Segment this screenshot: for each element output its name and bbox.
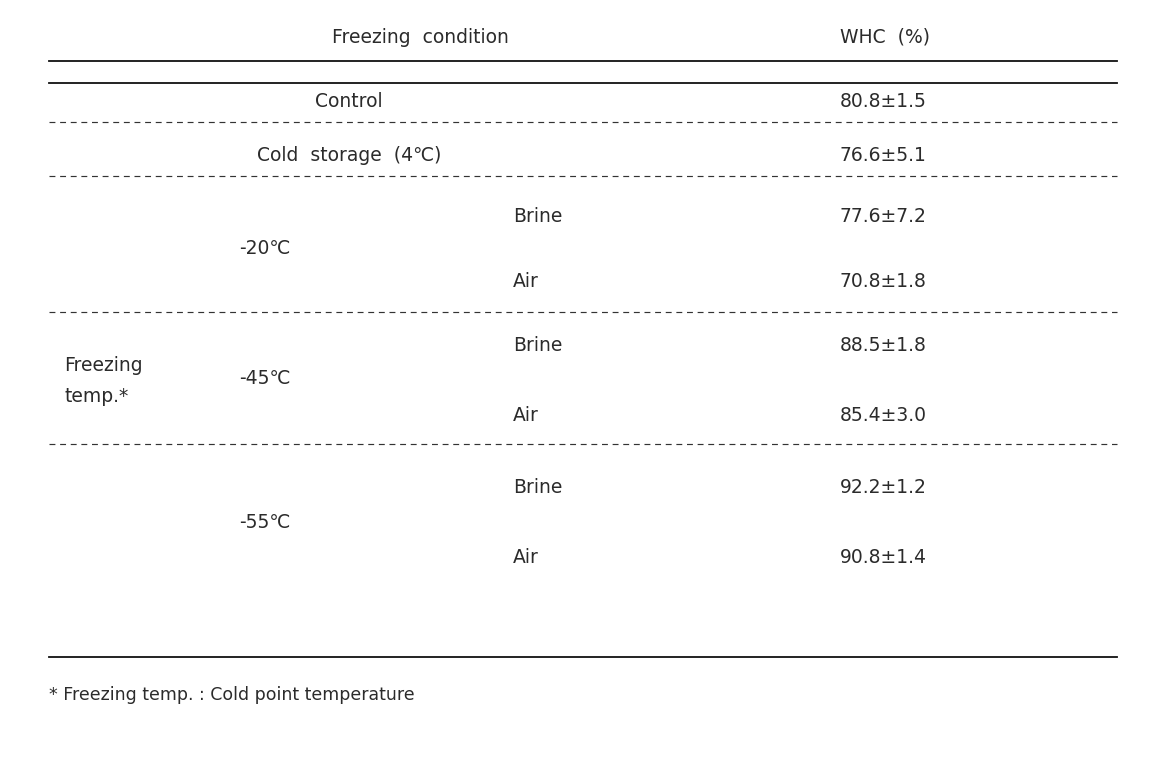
Text: Control: Control bbox=[315, 92, 382, 110]
Text: Brine: Brine bbox=[513, 479, 562, 497]
Text: * Freezing temp. : Cold point temperature: * Freezing temp. : Cold point temperatur… bbox=[49, 686, 415, 705]
Text: Freezing  condition: Freezing condition bbox=[332, 28, 510, 47]
Text: 85.4±3.0: 85.4±3.0 bbox=[840, 406, 927, 425]
Text: WHC  (%): WHC (%) bbox=[840, 28, 929, 47]
Text: 90.8±1.4: 90.8±1.4 bbox=[840, 549, 927, 567]
Text: 80.8±1.5: 80.8±1.5 bbox=[840, 92, 927, 110]
Text: 92.2±1.2: 92.2±1.2 bbox=[840, 479, 927, 497]
Text: -45℃: -45℃ bbox=[239, 369, 290, 388]
Text: Air: Air bbox=[513, 549, 539, 567]
Text: 77.6±7.2: 77.6±7.2 bbox=[840, 207, 927, 225]
Text: Brine: Brine bbox=[513, 207, 562, 225]
Text: 70.8±1.8: 70.8±1.8 bbox=[840, 272, 927, 291]
Text: Freezing: Freezing bbox=[64, 356, 142, 375]
Text: -55℃: -55℃ bbox=[239, 513, 290, 531]
Text: 76.6±5.1: 76.6±5.1 bbox=[840, 146, 927, 165]
Text: Cold  storage  (4℃): Cold storage (4℃) bbox=[257, 146, 441, 165]
Text: Air: Air bbox=[513, 406, 539, 425]
Text: -20℃: -20℃ bbox=[239, 239, 290, 258]
Text: Air: Air bbox=[513, 272, 539, 291]
Text: Brine: Brine bbox=[513, 336, 562, 355]
Text: 88.5±1.8: 88.5±1.8 bbox=[840, 336, 927, 355]
Text: temp.*: temp.* bbox=[64, 387, 128, 406]
